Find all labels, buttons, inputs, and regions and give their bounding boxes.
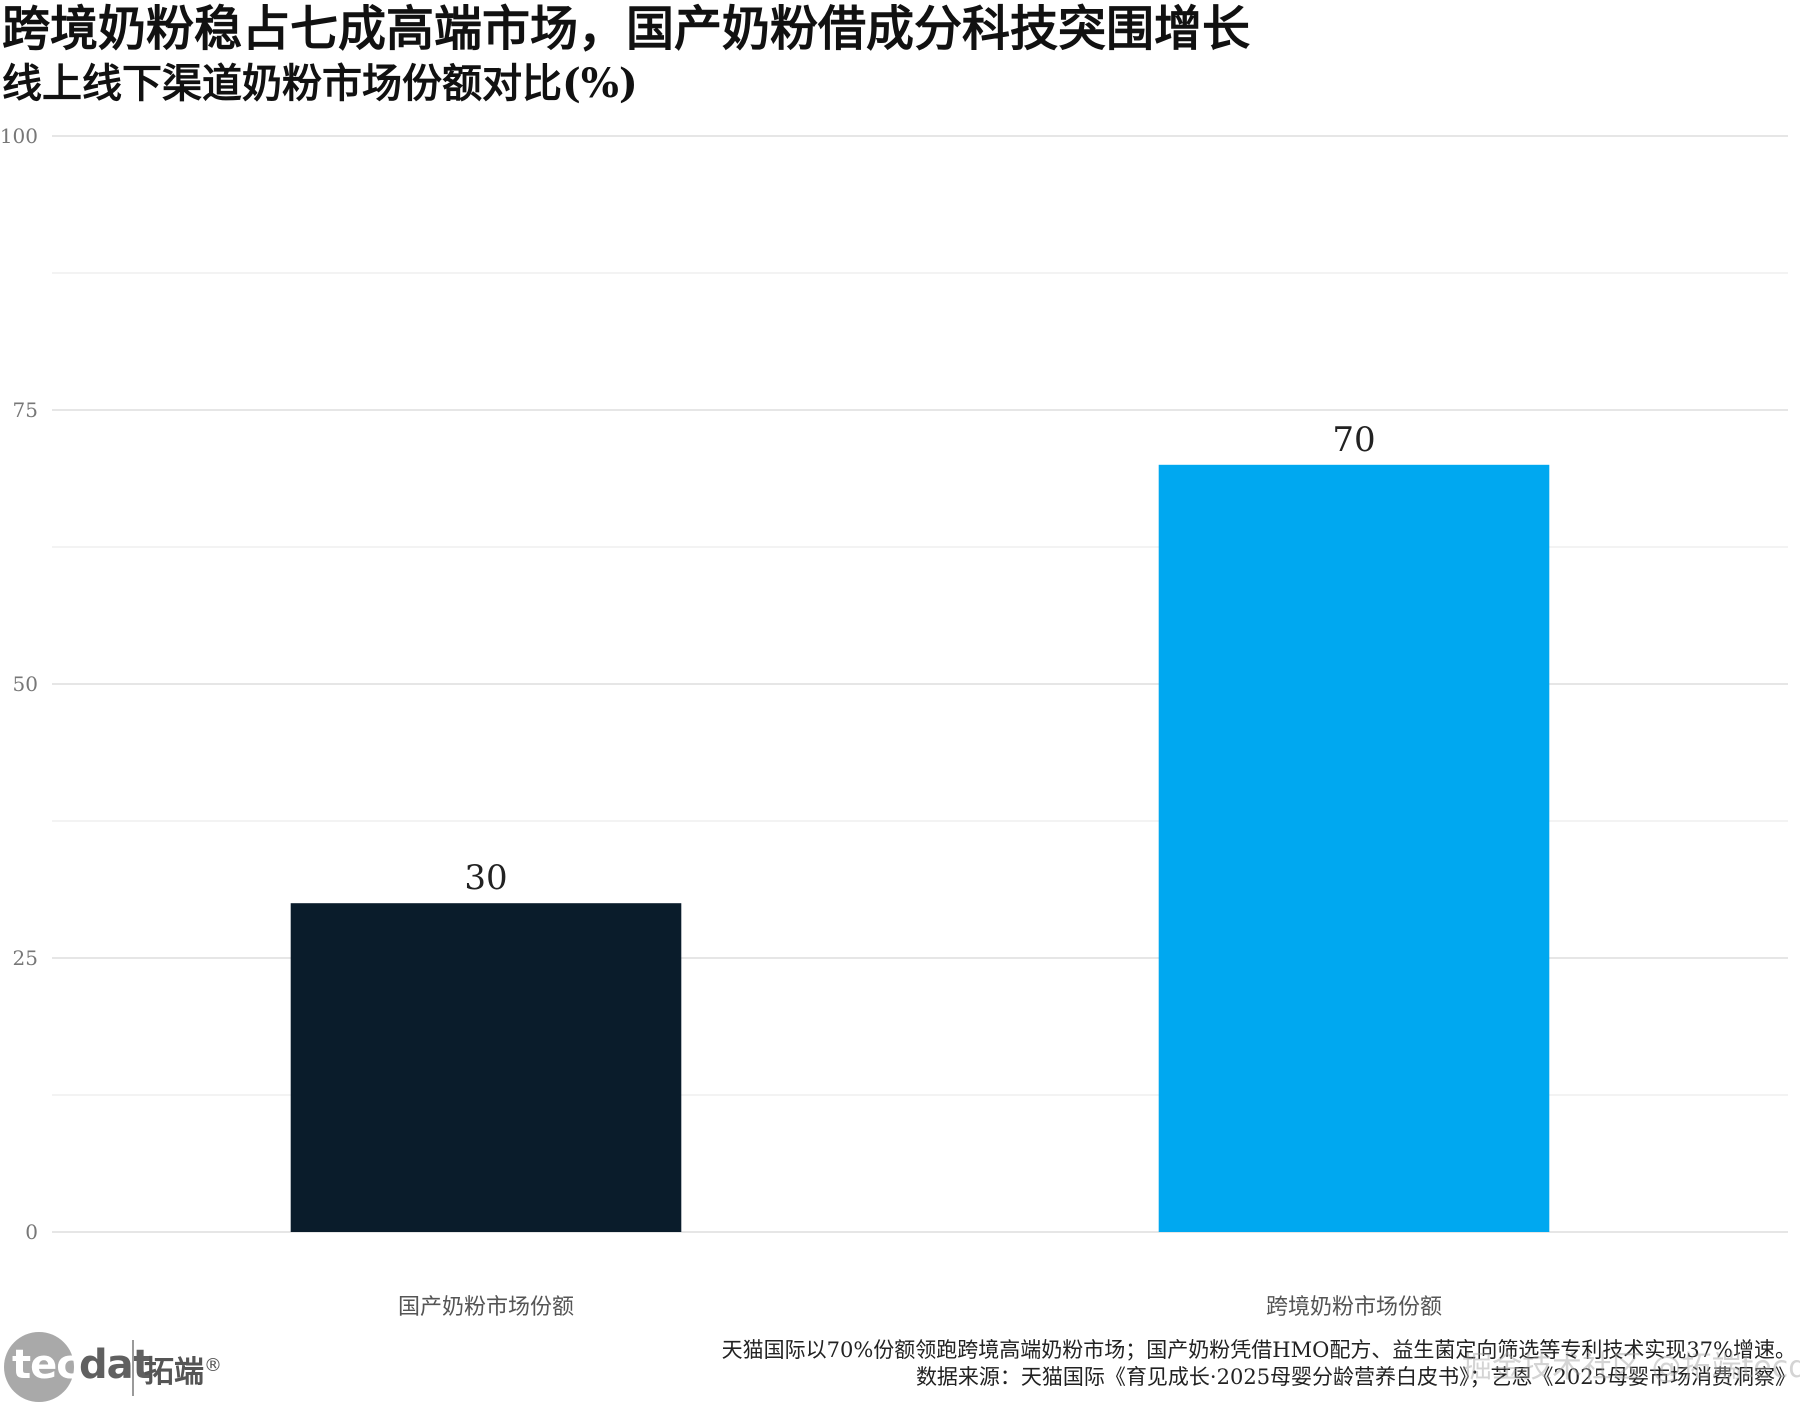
logo-reg-mark: ® bbox=[204, 1355, 222, 1376]
bar bbox=[290, 903, 682, 1232]
chart-subtitle: 线上线下渠道奶粉市场份额对比(%) bbox=[2, 60, 638, 107]
logo-brand-part2: dat bbox=[78, 1342, 152, 1388]
logo-brand-part1: tec bbox=[12, 1342, 80, 1388]
y-tick-label: 25 bbox=[13, 946, 38, 970]
y-tick-label: 100 bbox=[0, 124, 38, 148]
logo-divider bbox=[132, 1340, 134, 1396]
x-category-label: 跨境奶粉市场份额 bbox=[1266, 1295, 1442, 1320]
chart-title: 跨境奶粉稳占七成高端市场，国产奶粉借成分科技突围增长 bbox=[2, 1, 1251, 57]
logo-brand-text: tecdat bbox=[12, 1340, 152, 1390]
y-tick-label: 0 bbox=[25, 1220, 38, 1244]
bar bbox=[1158, 464, 1550, 1232]
bar-value-label: 30 bbox=[464, 858, 507, 898]
logo-circle-icon bbox=[4, 1332, 74, 1402]
y-tick-label: 50 bbox=[13, 672, 38, 696]
x-category-label: 国产奶粉市场份额 bbox=[398, 1295, 574, 1320]
footnote-source: 数据来源：天猫国际《育见成长·2025母婴分龄营养白皮书》；艺恩《2025母婴市… bbox=[915, 1365, 1796, 1389]
bar-value-label: 70 bbox=[1332, 420, 1375, 460]
bar-chart: 0 25 50 75 100 30 国产奶粉市场份额 70 跨境奶粉市场份额 bbox=[0, 124, 1788, 1320]
logo-cn-text: 拓端 bbox=[144, 1355, 204, 1390]
watermark: 掘金技术社区 @拓端tecdat bbox=[1462, 1350, 1800, 1385]
tecdat-logo: tecdat 拓端® bbox=[4, 1332, 234, 1402]
logo-brand-cn: 拓端® bbox=[144, 1344, 222, 1395]
y-tick-label: 75 bbox=[13, 398, 38, 422]
footnote-summary: 天猫国际以70%份额领跑跨境高端奶粉市场；国产奶粉凭借HMO配方、益生菌定向筛选… bbox=[721, 1338, 1796, 1362]
